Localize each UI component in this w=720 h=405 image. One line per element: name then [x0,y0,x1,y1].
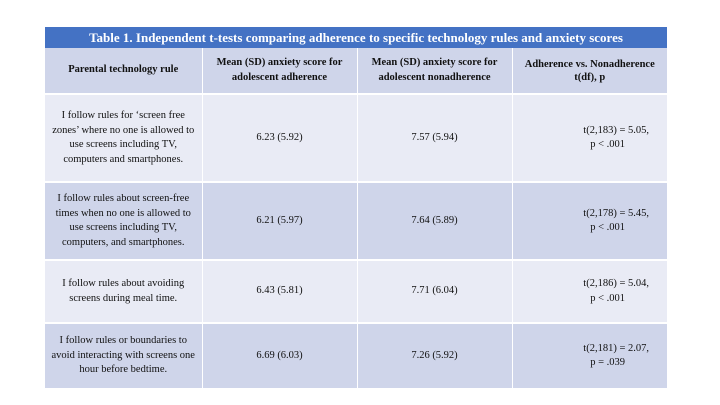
table-row: I follow rules about avoiding screens du… [45,260,667,324]
adherence-cell: 6.43 (5.81) [202,260,358,324]
rule-cell: I follow rules about avoiding screens du… [45,260,203,324]
ttest-cell: t(2,178) = 5.45, p < .001 [512,182,667,261]
ttest-cell: t(2,181) = 2.07, p = .039 [512,323,667,390]
rule-cell: I follow rules or boundaries to avoid in… [45,323,203,390]
t-statistic: t(2,183) = 5.05, [583,124,649,136]
ttest-cell: t(2,183) = 5.05, p < .001 [512,94,667,183]
results-table: Parental technology rule Mean (SD) anxie… [45,48,667,390]
table-row: I follow rules or boundaries to avoid in… [45,323,667,390]
t-statistic: t(2,186) = 5.04, [583,278,649,289]
t-statistic: t(2,178) = 5.45, [583,207,649,219]
adherence-cell: 6.23 (5.92) [202,94,358,183]
nonadherence-cell: 7.64 (5.89) [357,182,513,261]
header-rule: Parental technology rule [45,48,203,95]
ttest-cell: t(2,186) = 5.04, p < .001 [512,260,667,324]
nonadherence-cell: 7.26 (5.92) [357,323,513,390]
header-nonadherence: Mean (SD) anxiety score for adolescent n… [357,48,513,95]
p-value: p < .001 [590,292,625,304]
table-title: Table 1. Independent t-tests comparing a… [45,26,667,48]
nonadherence-cell: 7.71 (6.04) [357,260,513,324]
adherence-cell: 6.21 (5.97) [202,182,358,261]
adherence-cell: 6.69 (6.03) [202,323,358,390]
p-value: p = .039 [590,357,625,368]
table-row: I follow rules about screen-free times w… [45,182,667,261]
header-adherence: Mean (SD) anxiety score for adolescent a… [202,48,358,95]
t-statistic: t(2,181) = 2.07, [583,342,649,354]
p-value: p < .001 [590,222,625,233]
rule-cell: I follow rules for ‘screen free zones’ w… [45,94,203,183]
header-ttest: Adherence vs. Nonadherence t(df), p [512,48,667,95]
rule-cell: I follow rules about screen-free times w… [45,182,203,261]
results-table-container: Table 1. Independent t-tests comparing a… [45,26,667,390]
header-row: Parental technology rule Mean (SD) anxie… [45,48,667,95]
nonadherence-cell: 7.57 (5.94) [357,94,513,183]
p-value: p < .001 [590,139,625,150]
table-row: I follow rules for ‘screen free zones’ w… [45,94,667,183]
